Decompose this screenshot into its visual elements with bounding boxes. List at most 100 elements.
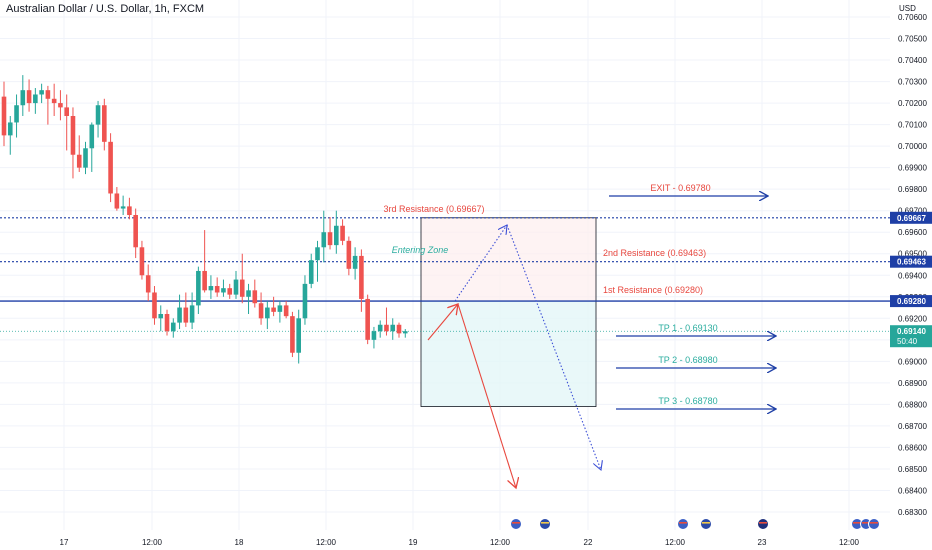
candle-body: [76, 154, 82, 168]
candle-body: [208, 286, 214, 291]
flag-stripe: [862, 522, 870, 524]
annotations: 3rd Resistance (0.69667) 2nd Resistance (…: [383, 183, 776, 488]
level-axis-badge: [890, 255, 932, 268]
candle-body: [145, 275, 151, 293]
au-flag-icon[interactable]: [757, 518, 769, 530]
candle-body: [334, 225, 339, 246]
candle-body: [352, 255, 358, 269]
flag-stripe: [702, 522, 710, 524]
level-axis-label: 0.69667: [897, 214, 926, 223]
flag-disc: [677, 518, 689, 530]
flag-stripe: [853, 522, 861, 524]
flag-stripe: [870, 522, 878, 524]
candle-body: [196, 270, 201, 306]
y-tick-label: 0.68300: [898, 508, 927, 517]
flag-disc: [868, 518, 880, 530]
target-label: TP 3 - 0.68780: [658, 396, 717, 406]
eu-flag-icon[interactable]: [539, 518, 551, 530]
candle-body: [265, 307, 270, 319]
target-label: TP 1 - 0.69130: [658, 323, 717, 333]
candle-body: [271, 307, 276, 312]
zone-upper-fill: [421, 217, 596, 302]
candle-body: [308, 260, 314, 284]
x-tick-label: 12:00: [665, 538, 686, 547]
candle-body: [1, 96, 7, 136]
candle-body: [340, 225, 345, 241]
x-tick-label: 22: [584, 538, 593, 547]
y-tick-label: 0.69700: [898, 207, 927, 216]
current-price-label: 0.69140: [897, 327, 926, 336]
second-resistance-label: 2nd Resistance (0.69463): [603, 248, 706, 258]
entering-zone-box: [420, 217, 597, 407]
y-tick-label: 0.69900: [898, 164, 927, 173]
candle-body: [64, 107, 69, 116]
candle-body: [246, 290, 251, 297]
candle-body: [396, 324, 402, 334]
target-label: TP 2 - 0.68980: [658, 355, 717, 365]
time-axis: 17 12:00 18 12:00 19 12:00 22 12:00 23 12:00: [60, 538, 860, 547]
y-tick-label: 0.70100: [898, 121, 927, 130]
flag-stripe: [759, 522, 767, 524]
candle-body: [296, 318, 301, 353]
level-axis-badge: [890, 211, 932, 224]
first-resistance-label: 1st Resistance (0.69280): [603, 285, 703, 295]
candle-body: [252, 290, 258, 304]
y-tick-label: 0.69400: [898, 271, 927, 280]
candle-body: [133, 215, 138, 248]
candle-body: [239, 279, 245, 297]
level-axis-badge: [890, 295, 932, 308]
candle-body: [283, 305, 289, 317]
y-tick-label: 0.69500: [898, 250, 927, 259]
level-axis-label: 0.69463: [897, 258, 926, 267]
candle-body: [33, 94, 38, 104]
y-tick-label: 0.69600: [898, 228, 927, 237]
y-tick-label: 0.70200: [898, 99, 927, 108]
candle-body: [371, 331, 377, 340]
candle-body: [258, 303, 264, 319]
candle-body: [58, 103, 63, 108]
y-tick-label: 0.68800: [898, 400, 927, 409]
us-flag-icon[interactable]: [510, 518, 522, 530]
candle-body: [14, 105, 19, 123]
candle-body: [227, 288, 233, 295]
candle-body: [359, 255, 364, 299]
candle-body: [221, 288, 226, 293]
x-tick-label: 12:00: [142, 538, 163, 547]
y-tick-label: 0.68900: [898, 379, 927, 388]
candle-body: [164, 314, 170, 332]
candle-body: [346, 240, 352, 269]
projected-up-path: [454, 225, 507, 302]
candle-body: [365, 298, 370, 340]
candle-body: [384, 324, 389, 332]
flag-disc: [700, 518, 712, 530]
candle-body: [20, 90, 26, 106]
candle-body: [302, 283, 308, 319]
currency-label: USD: [899, 4, 916, 13]
candle-body: [158, 314, 164, 319]
x-tick-label: 17: [60, 538, 69, 547]
y-tick-label: 0.70400: [898, 56, 927, 65]
candle-body: [108, 141, 113, 194]
candlestick-series: [1, 75, 408, 364]
candle-body: [189, 305, 195, 323]
candle-body: [233, 279, 239, 295]
candle-body: [152, 292, 157, 319]
candle-body: [390, 324, 396, 332]
y-tick-label: 0.68700: [898, 422, 927, 431]
candle-body: [202, 270, 207, 291]
x-tick-label: 12:00: [839, 538, 860, 547]
y-tick-label: 0.70300: [898, 78, 927, 87]
candle-body: [51, 98, 57, 104]
candle-body: [183, 307, 189, 323]
entering-zone-label: Entering Zone: [392, 245, 449, 255]
eu-flag-icon[interactable]: [700, 518, 712, 530]
x-tick-label: 23: [758, 538, 767, 547]
flag-stripe: [512, 522, 520, 524]
flag-stripe: [541, 522, 549, 524]
flag-disc: [539, 518, 551, 530]
entry-arrow: [427, 304, 458, 341]
us-flag-icon[interactable]: [677, 518, 689, 530]
us-flag-icon[interactable]: [868, 518, 880, 530]
